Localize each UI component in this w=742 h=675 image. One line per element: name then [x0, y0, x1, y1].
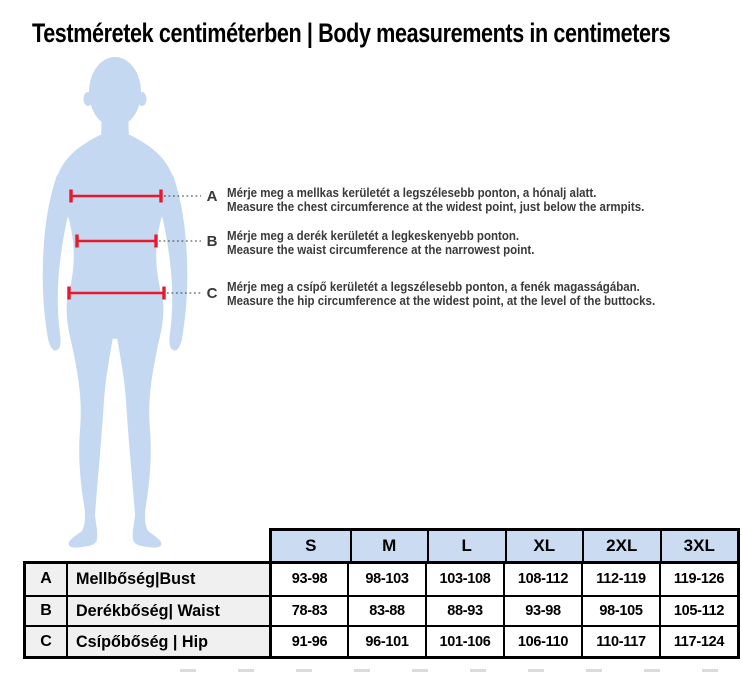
size-table: A Mellbőség|Bust 93-98 98-103 103-108 10…	[23, 561, 740, 659]
chest-description-hu: Mérje meg a mellkas kerületét a legszéle…	[227, 186, 597, 200]
hip-s: 91-96	[269, 625, 347, 656]
bust-xl: 108-112	[503, 564, 581, 595]
body-silhouette	[42, 57, 201, 548]
row-c-label-text: Csípőbőség | Hip	[76, 631, 208, 651]
size-table-header: S M L XL 2XL 3XL	[269, 528, 740, 561]
hip-m: 96-101	[347, 625, 425, 656]
hip-2xl: 110-117	[581, 625, 659, 656]
chest-measure-line	[69, 189, 163, 203]
size-col-s: S	[305, 536, 317, 555]
size-col-3xl: 3XL	[659, 531, 738, 561]
hip-description-en: Measure the hip circumference at the wid…	[227, 294, 656, 309]
waist-3xl: 105-112	[659, 594, 737, 626]
row-a-label: Mellbőség|Bust	[66, 564, 269, 595]
hip-l: 101-106	[425, 625, 503, 656]
chest-letter: A	[206, 188, 218, 205]
waist-description-hu: Mérje meg a derék kerületét a legkeskeny…	[227, 229, 520, 243]
hip-letter: C	[206, 285, 218, 302]
size-col-2xl: 2XL	[582, 531, 660, 561]
waist-letter: B	[206, 233, 218, 250]
bust-3xl: 119-126	[659, 564, 737, 595]
waist-s: 78-83	[269, 594, 347, 626]
body-silhouette-shape	[42, 57, 188, 548]
row-a-letter: A	[26, 564, 66, 595]
waist-description: Mérje meg a derék kerületét a legkeskeny…	[227, 229, 728, 258]
row-b-label: Derékbőség| Waist	[66, 594, 269, 626]
bust-s: 93-98	[269, 564, 347, 595]
chest-description-en: Measure the chest circumference at the w…	[227, 200, 645, 215]
hip-description: Mérje meg a csípő kerületét a legszélese…	[227, 280, 728, 309]
waist-l: 88-93	[425, 594, 503, 626]
bust-l: 103-108	[425, 564, 503, 595]
row-c-letter: C	[26, 625, 66, 656]
waist-xl: 93-98	[503, 594, 581, 626]
cropped-bottom-text	[180, 669, 736, 672]
hip-description-hu: Mérje meg a csípő kerületét a legszélese…	[227, 280, 640, 294]
page-title: Testméretek centiméterben | Body measure…	[32, 18, 671, 48]
chest-description: Mérje meg a mellkas kerületét a legszéle…	[227, 186, 728, 215]
size-col-m: M	[349, 531, 428, 561]
waist-measure-line	[75, 234, 158, 248]
hip-measure-line	[67, 286, 166, 300]
row-c-label: Csípőbőség | Hip	[66, 625, 269, 656]
waist-2xl: 98-105	[581, 594, 659, 626]
size-col-xl: XL	[504, 531, 583, 561]
waist-m: 83-88	[347, 594, 425, 626]
row-b-label-text: Derékbőség| Waist	[76, 600, 220, 620]
size-col-l: L	[427, 531, 505, 561]
bust-2xl: 112-119	[581, 564, 659, 595]
hip-xl: 106-110	[503, 625, 581, 656]
bust-m: 98-103	[347, 564, 425, 595]
waist-description-en: Measure the waist circumference at the n…	[227, 243, 535, 258]
hip-3xl: 117-124	[659, 625, 737, 656]
row-b-letter: B	[26, 594, 66, 626]
row-a-label-text: Mellbőség|Bust	[76, 569, 196, 589]
